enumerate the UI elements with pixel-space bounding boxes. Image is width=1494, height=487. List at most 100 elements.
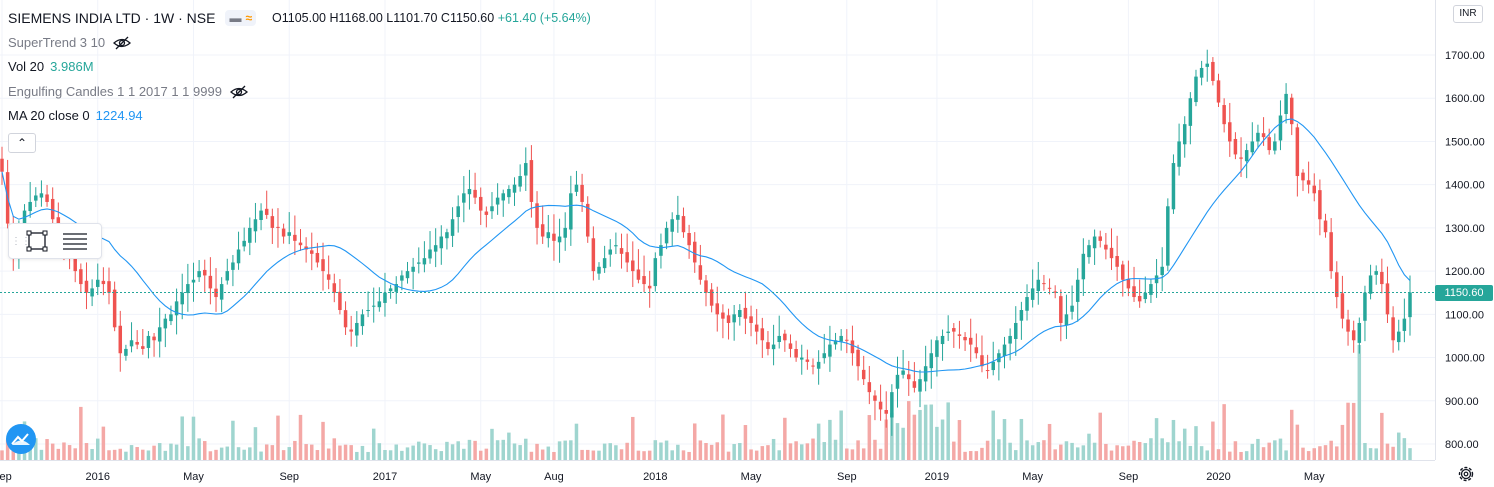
rectangle-tool-button[interactable] <box>19 226 55 256</box>
volume-bar <box>501 439 505 460</box>
candle-body <box>828 344 832 357</box>
candle-body <box>1408 292 1412 318</box>
volume-bar <box>1312 448 1317 460</box>
volume-bar <box>56 448 61 460</box>
candle-body <box>1182 124 1187 145</box>
volume-bar <box>732 444 736 460</box>
price-tick-label: 1200.00 <box>1445 266 1485 278</box>
volume-bar <box>73 448 77 460</box>
grip-handle[interactable]: ⋮⋮ <box>11 235 31 247</box>
volume-bar <box>34 438 38 460</box>
candle-body <box>394 284 398 292</box>
volume-bar <box>507 432 511 460</box>
candle-body <box>304 246 308 250</box>
volume-bar <box>687 451 691 460</box>
volume-bar <box>242 449 246 460</box>
time-tick-label: Sep <box>279 471 299 483</box>
volume-bar <box>315 450 320 460</box>
candle-body <box>850 340 855 354</box>
compare-pill[interactable]: ▬ ≈ <box>225 10 257 27</box>
candle-body <box>754 324 759 332</box>
candle-body <box>253 219 258 232</box>
volume-bar <box>180 416 184 460</box>
volume-bar <box>1143 443 1148 460</box>
volume-bar <box>1182 428 1187 460</box>
collapse-legend-button[interactable]: ⌃ <box>8 132 36 153</box>
volume-bar <box>1036 442 1041 460</box>
volume-bar <box>783 417 787 460</box>
candle-body <box>980 355 984 367</box>
time-tick-label: 2016 <box>86 471 110 483</box>
candle-body <box>191 279 196 283</box>
volume-bar <box>901 427 905 460</box>
lines-tool-button[interactable] <box>55 226 95 256</box>
volume-bar <box>332 438 337 460</box>
candle-body <box>433 245 438 252</box>
price-tick-label: 1400.00 <box>1445 180 1485 192</box>
volume-bar <box>861 448 866 460</box>
volume-bar <box>124 451 128 460</box>
candle-body <box>1019 310 1024 321</box>
indicator-supertrend[interactable]: SuperTrend 3 10 <box>8 31 591 56</box>
price-tick-label: 1500.00 <box>1445 136 1485 148</box>
price-tick-label: 1000.00 <box>1445 353 1485 365</box>
candle-body <box>1002 344 1007 357</box>
candle-body <box>907 374 911 380</box>
volume-bar <box>619 449 624 460</box>
volume-bar <box>974 451 979 460</box>
candle-body <box>957 334 962 336</box>
volume-bar <box>980 447 984 460</box>
last-price-badge: 1150.60 <box>1435 285 1493 301</box>
volume-bar <box>1228 451 1232 460</box>
tradingview-logo-icon[interactable] <box>6 424 36 454</box>
candle-body <box>1391 317 1395 341</box>
volume-bar <box>664 440 669 460</box>
volume-bar <box>321 421 325 460</box>
candle-body <box>1363 292 1367 321</box>
candle-body <box>738 310 742 318</box>
symbol-title[interactable]: SIEMENS INDIA LTD · 1W · NSE <box>8 10 216 27</box>
candle-body <box>366 310 370 312</box>
eye-crossed-icon[interactable] <box>113 36 132 50</box>
volume-bar <box>90 448 94 460</box>
candle-body <box>124 348 128 356</box>
volume-bar <box>777 450 781 460</box>
candle-body <box>664 227 669 244</box>
candle-body <box>1092 236 1097 249</box>
indicator-ma[interactable]: MA 20 close 0 1224.94 <box>8 104 591 129</box>
volume-bar <box>585 449 590 460</box>
candle-body <box>1132 286 1136 298</box>
candle-body <box>659 245 663 256</box>
candle-body <box>1154 275 1159 284</box>
candle-body <box>112 289 117 328</box>
candle-body <box>614 245 618 247</box>
volume-bar <box>631 416 635 460</box>
candle-body <box>445 232 449 239</box>
candle-body <box>45 194 49 202</box>
volume-bar <box>552 451 556 460</box>
volume-bar <box>721 414 725 460</box>
candle-body <box>602 258 607 269</box>
eye-crossed-icon[interactable] <box>229 85 248 99</box>
volume-bar <box>383 449 387 460</box>
candle-body <box>1098 236 1102 241</box>
candle-body <box>1312 185 1317 194</box>
candle-body <box>1357 322 1362 343</box>
candle-body <box>197 271 201 278</box>
volume-bar <box>1357 345 1362 460</box>
indicator-engulfing[interactable]: Engulfing Candles 1 1 2017 1 1 9999 <box>8 80 591 105</box>
price-tick-label: 900.00 <box>1445 396 1479 408</box>
candle-body <box>236 249 241 264</box>
candle-body <box>946 331 950 333</box>
volume-bar <box>1025 440 1029 460</box>
volume-bar <box>1008 442 1012 460</box>
currency-badge[interactable]: INR <box>1453 5 1483 23</box>
drawing-toolbar[interactable]: ⋮⋮ <box>8 223 102 259</box>
gear-icon[interactable] <box>1455 463 1477 485</box>
candle-body <box>1289 97 1294 125</box>
volume-bar <box>411 445 415 460</box>
volume-bar <box>715 442 720 460</box>
volume-bar <box>1256 438 1260 460</box>
indicator-volume[interactable]: Vol 20 3.986M <box>8 55 591 80</box>
candle-body <box>878 401 883 410</box>
